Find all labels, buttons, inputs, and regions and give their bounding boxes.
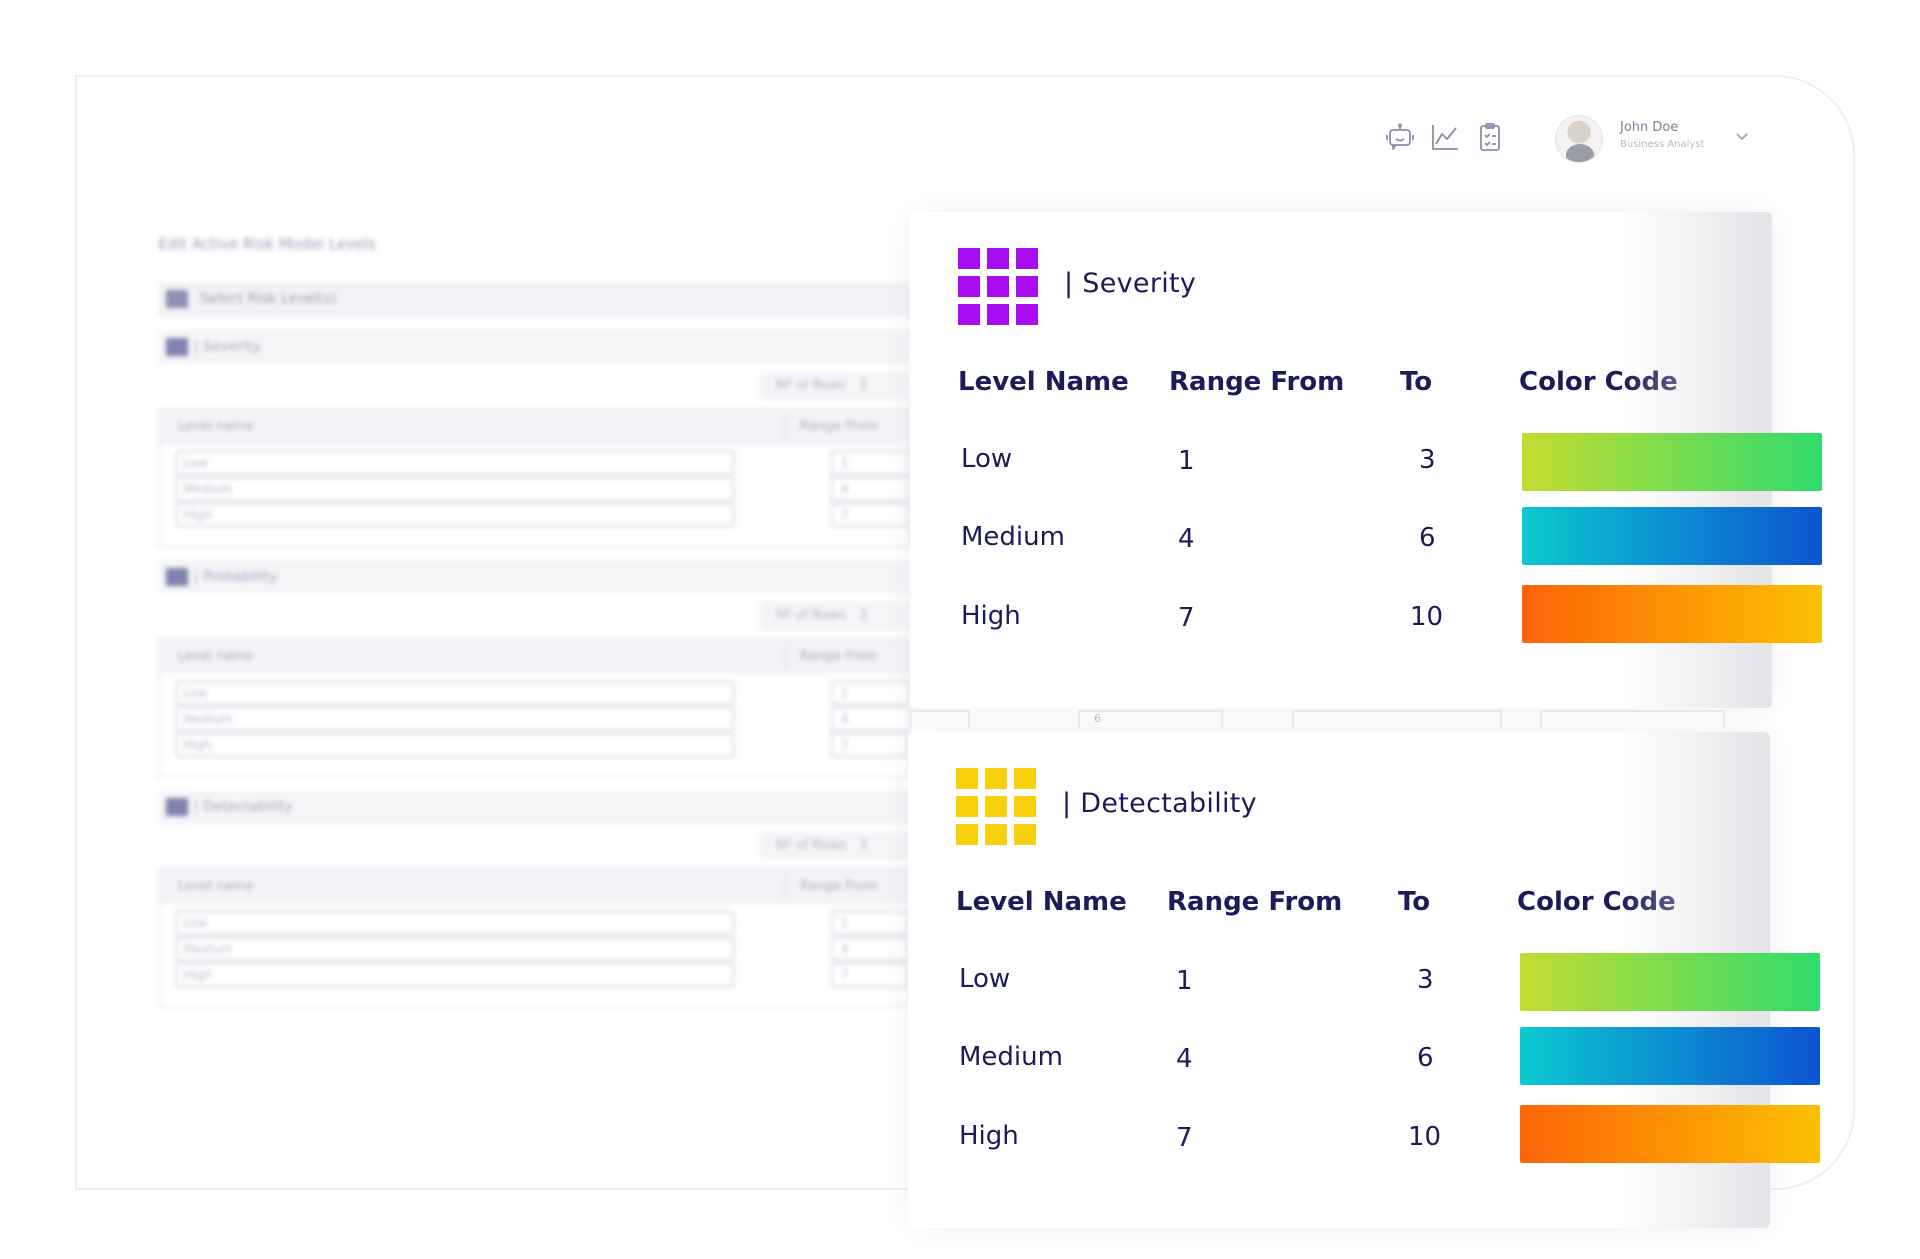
col-range-from: Range From [1169, 367, 1345, 397]
level-input[interactable]: Low [175, 450, 735, 476]
color-swatch[interactable] [1520, 1027, 1820, 1085]
grid-icon [956, 768, 1036, 845]
form-title: Edit Active Risk Model Levels [158, 235, 377, 253]
col-color-code: Color Code [1519, 367, 1678, 397]
range-to-cell: 6 [1419, 523, 1436, 553]
range-from-cell: 7 [1176, 1123, 1193, 1153]
level-input[interactable]: Medium [175, 706, 735, 732]
range-input[interactable]: 7 [830, 962, 910, 988]
col-range-from: Range From [800, 649, 878, 664]
range-input[interactable]: 1 [830, 450, 910, 476]
level-input[interactable]: Low [175, 910, 735, 936]
range-from-cell: 7 [1178, 603, 1195, 633]
grid-icon [166, 798, 188, 816]
level-input[interactable]: High [175, 962, 735, 988]
rows-value: 3 [858, 378, 868, 393]
bg-section-detectability: | Detectability Nº of Rows 3 Level name R… [158, 790, 910, 1015]
col-color-code: Color Code [1517, 887, 1676, 917]
peek-input [1540, 710, 1725, 728]
range-from-cell: 4 [1176, 1044, 1193, 1074]
bg-table: Level name Range From Low Medium High 1 4… [158, 638, 910, 778]
level-name-cell: Medium [959, 1042, 1063, 1072]
level-input[interactable]: High [175, 502, 735, 528]
color-swatch[interactable] [1520, 953, 1820, 1011]
card-title: | Severity [1064, 268, 1197, 299]
level-name-cell: Low [961, 444, 1013, 474]
rows-value: 3 [858, 838, 868, 853]
bg-section-probability: | Probability Nº of Rows 3 Level name Ran… [158, 560, 910, 785]
col-range-from: Range From [800, 419, 878, 434]
card-title: | Detectability [1062, 788, 1257, 819]
detectability-card: | Detectability Level Name Range From To… [908, 732, 1820, 1228]
level-name-cell: High [959, 1121, 1019, 1151]
range-input[interactable]: 4 [830, 476, 910, 502]
range-input[interactable]: 4 [830, 706, 910, 732]
rows-count[interactable]: Nº of Rows 3 [760, 832, 910, 860]
range-to-cell: 10 [1408, 1122, 1442, 1152]
grid-icon [958, 248, 1038, 325]
col-level-name: Level Name [958, 367, 1129, 397]
col-range-from: Range From [1167, 887, 1343, 917]
range-to-cell: 3 [1417, 965, 1434, 995]
section-title: | Probability [194, 569, 278, 585]
rows-label: Nº of Rows [776, 608, 847, 623]
range-input[interactable]: 1 [830, 910, 910, 936]
color-swatch[interactable] [1520, 1105, 1820, 1163]
col-level-name: Level Name [956, 887, 1127, 917]
level-input[interactable]: Medium [175, 936, 735, 962]
level-name-cell: High [961, 601, 1021, 631]
severity-card: | Severity Level Name Range From To Colo… [910, 212, 1822, 708]
chevron-down-icon[interactable] [1734, 128, 1750, 144]
range-to-cell: 3 [1419, 445, 1436, 475]
color-swatch[interactable] [1522, 433, 1822, 491]
level-name-cell: Medium [961, 522, 1065, 552]
color-swatch[interactable] [1522, 585, 1822, 643]
range-from-cell: 4 [1178, 524, 1195, 554]
color-swatch[interactable] [1522, 507, 1822, 565]
bg-section-severity: | Severity Nº of Rows 3 Level name Range … [158, 330, 910, 555]
select-risk-levels-label: Select Risk Level(s) [200, 291, 337, 307]
robot-icon[interactable] [1385, 122, 1415, 152]
col-level-name: Level name [178, 419, 254, 434]
range-from-cell: 1 [1176, 966, 1193, 996]
peek-input [910, 710, 970, 728]
peek-input [1292, 710, 1502, 728]
bg-table: Level name Range From Low Medium High 1 4… [158, 408, 910, 548]
grid-icon [166, 338, 188, 356]
user-role: Business Analyst [1620, 139, 1705, 150]
range-from-cell: 1 [1178, 446, 1195, 476]
peek-input: 6 [1078, 710, 1223, 728]
level-input[interactable]: Medium [175, 476, 735, 502]
range-to-cell: 6 [1417, 1043, 1434, 1073]
rows-count[interactable]: Nº of Rows 3 [760, 372, 910, 400]
range-input[interactable]: 7 [830, 732, 910, 758]
select-risk-levels-bar[interactable]: Select Risk Level(s) [158, 282, 910, 316]
range-input[interactable]: 7 [830, 502, 910, 528]
level-input[interactable]: Low [175, 680, 735, 706]
range-to-cell: 10 [1410, 602, 1444, 632]
section-title: | Severity [194, 339, 261, 355]
bg-table: Level name Range From Low Medium High 1 4… [158, 868, 910, 1008]
grid-icon [166, 568, 188, 586]
col-to: To [1400, 367, 1433, 397]
level-input[interactable]: High [175, 732, 735, 758]
grid-icon [166, 290, 188, 308]
col-range-from: Range From [800, 879, 878, 894]
background-form: Edit Active Risk Model Levels Select Ris… [150, 230, 910, 1040]
col-level-name: Level name [178, 879, 254, 894]
col-level-name: Level name [178, 649, 254, 664]
rows-label: Nº of Rows [776, 838, 847, 853]
col-to: To [1398, 887, 1431, 917]
trend-chart-icon[interactable] [1430, 122, 1460, 152]
range-input[interactable]: 1 [830, 680, 910, 706]
rows-label: Nº of Rows [776, 378, 847, 393]
level-name-cell: Low [959, 964, 1011, 994]
user-name: John Doe [1620, 120, 1679, 135]
avatar[interactable] [1555, 115, 1603, 163]
range-input[interactable]: 4 [830, 936, 910, 962]
section-title: | Detectability [194, 799, 293, 815]
clipboard-icon[interactable] [1475, 122, 1505, 152]
rows-count[interactable]: Nº of Rows 3 [760, 602, 910, 630]
rows-value: 3 [858, 608, 868, 623]
